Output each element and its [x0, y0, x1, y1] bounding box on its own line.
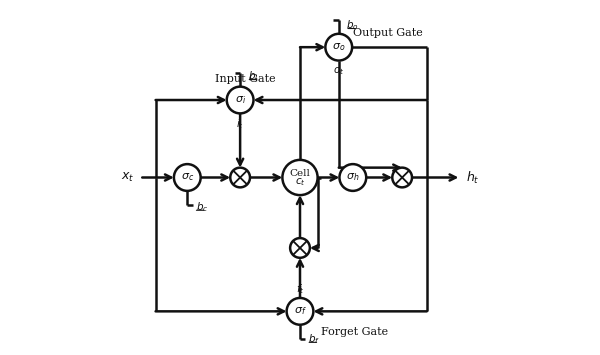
Text: $\sigma_f$: $\sigma_f$ — [293, 305, 307, 317]
Text: $\sigma_c$: $\sigma_c$ — [181, 171, 194, 184]
Text: $o_t$: $o_t$ — [333, 65, 344, 77]
Text: $i_t$: $i_t$ — [236, 117, 244, 131]
Circle shape — [392, 168, 412, 187]
Text: $x_t$: $x_t$ — [121, 171, 134, 184]
Text: Cell: Cell — [290, 169, 310, 178]
Text: $h_t$: $h_t$ — [466, 169, 479, 186]
Circle shape — [290, 238, 310, 258]
Text: Output Gate: Output Gate — [353, 28, 422, 38]
Text: $\sigma_h$: $\sigma_h$ — [346, 171, 359, 184]
Circle shape — [230, 168, 250, 187]
Text: Input Gate: Input Gate — [215, 74, 276, 84]
Circle shape — [227, 87, 254, 113]
Circle shape — [340, 164, 366, 191]
Text: $b_c$: $b_c$ — [196, 200, 209, 214]
Text: $c_t$: $c_t$ — [295, 176, 305, 188]
Text: Forget Gate: Forget Gate — [321, 327, 388, 338]
Text: $\sigma_i$: $\sigma_i$ — [235, 94, 246, 106]
Text: $\sigma_o$: $\sigma_o$ — [332, 41, 346, 53]
Circle shape — [174, 164, 200, 191]
Circle shape — [325, 34, 352, 61]
Text: $b_f$: $b_f$ — [308, 332, 320, 346]
Text: $b_o$: $b_o$ — [346, 18, 359, 32]
Circle shape — [283, 160, 317, 195]
Text: $b_i$: $b_i$ — [248, 69, 259, 83]
Text: $f_t$: $f_t$ — [296, 282, 304, 296]
Circle shape — [287, 298, 313, 325]
